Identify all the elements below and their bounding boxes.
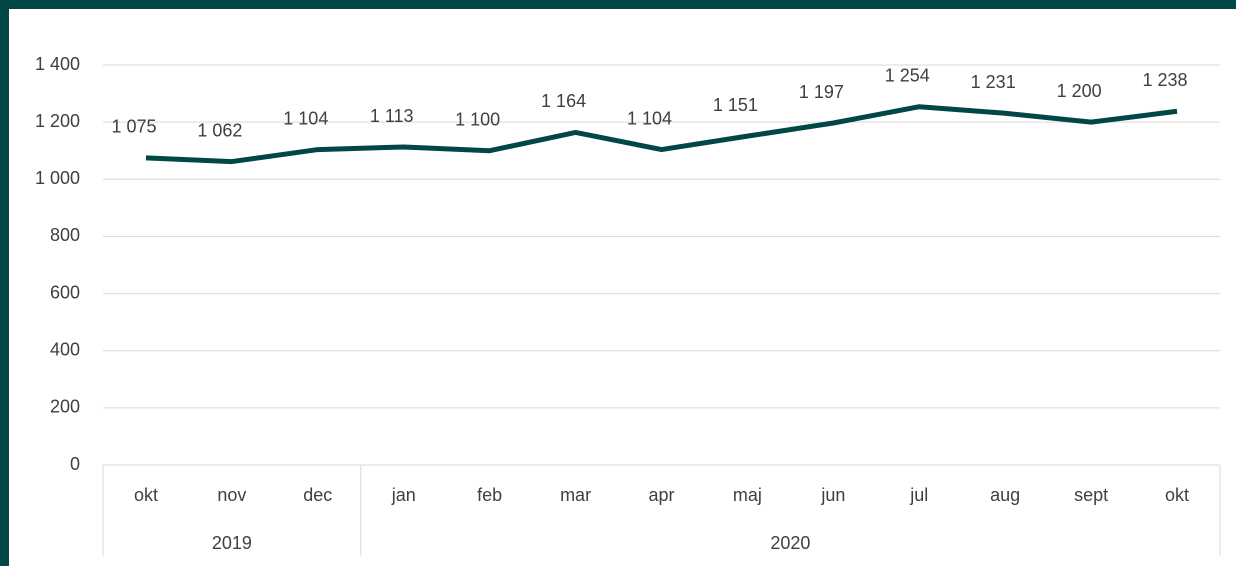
y-tick-label: 1 200 [35,111,80,131]
group-label: 2019 [212,533,252,553]
frame-left [0,0,9,566]
group-label: 2020 [770,533,810,553]
data-label: 1 197 [799,82,844,102]
y-tick-label: 200 [50,397,80,417]
line [145,104,1178,165]
x-tick-label: mar [560,485,591,505]
x-tick-label: apr [648,485,674,505]
frame-top [0,0,1236,9]
x-tick-label: okt [1165,485,1189,505]
x-tick-label: aug [990,485,1020,505]
x-tick-label: sept [1074,485,1108,505]
x-tick-label: feb [477,485,502,505]
x-tick-label: maj [733,485,762,505]
data-label: 1 104 [627,108,672,128]
data-label: 1 100 [455,109,500,129]
data-label: 1 151 [713,95,758,115]
y-tick-label: 400 [50,339,80,359]
y-tick-label: 600 [50,282,80,302]
x-tick-label: okt [134,485,158,505]
x-tick-label: nov [217,485,246,505]
y-tick-label: 1 400 [35,54,80,74]
x-tick-label: jan [391,485,416,505]
data-label: 1 113 [370,106,414,126]
data-label: 1 104 [283,108,328,128]
data-label: 1 075 [111,117,156,137]
y-tick-label: 1 000 [35,168,80,188]
x-tick-label: jun [820,485,845,505]
data-label: 1 231 [971,72,1016,92]
data-label: 1 062 [197,120,242,140]
data-label: 1 200 [1057,81,1102,101]
y-tick-label: 0 [70,454,80,474]
data-label: 1 164 [541,91,586,111]
x-tick-label: jul [909,485,928,505]
x-tick-label: dec [303,485,332,505]
data-label: 1 238 [1143,70,1188,90]
y-tick-label: 800 [50,225,80,245]
data-label: 1 254 [885,65,930,85]
